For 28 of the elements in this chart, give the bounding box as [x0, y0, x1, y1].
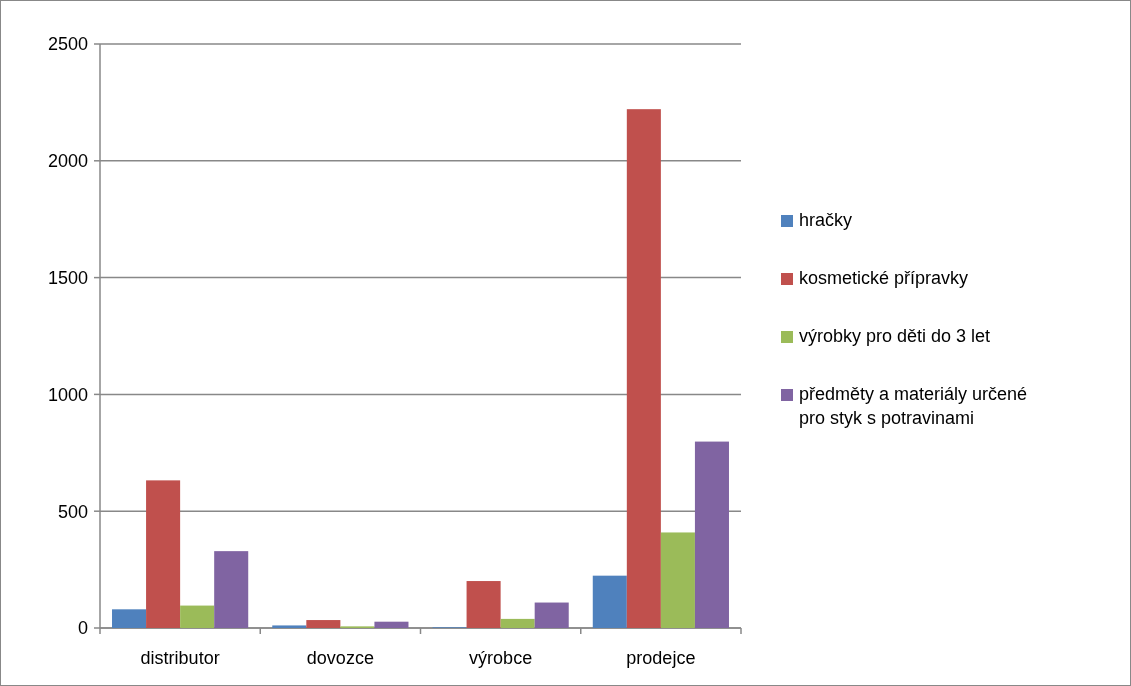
x-tick-label: dovozce	[306, 648, 374, 668]
bar	[694, 441, 729, 628]
bar	[180, 605, 215, 628]
bar	[272, 625, 307, 628]
bar	[214, 551, 249, 628]
bar	[466, 581, 501, 628]
bar	[306, 620, 341, 628]
legend-label: kosmetické přípravky	[799, 268, 969, 288]
y-tick-label: 500	[57, 501, 88, 522]
bar	[500, 618, 535, 628]
x-tick-label: prodejce	[626, 648, 696, 668]
y-tick-label: 1500	[47, 267, 88, 288]
y-tick-label: 0	[77, 618, 88, 639]
legend-label: výrobky pro děti do 3 let	[799, 326, 991, 346]
y-tick-label: 1000	[47, 384, 88, 405]
y-tick-label: 2000	[47, 151, 88, 172]
legend-label: předměty a materiály určené pro styk s potravinami	[799, 384, 1028, 428]
bar	[112, 609, 147, 628]
bar	[626, 109, 661, 628]
bar	[374, 621, 409, 628]
bar	[592, 575, 627, 628]
legend-label: hračky	[799, 210, 853, 230]
bar	[534, 602, 569, 628]
bar	[660, 532, 695, 628]
bar	[146, 480, 181, 628]
y-tick-label: 2500	[47, 34, 88, 55]
x-tick-label: distributor	[140, 648, 220, 668]
x-tick-label: výrobce	[469, 648, 533, 668]
